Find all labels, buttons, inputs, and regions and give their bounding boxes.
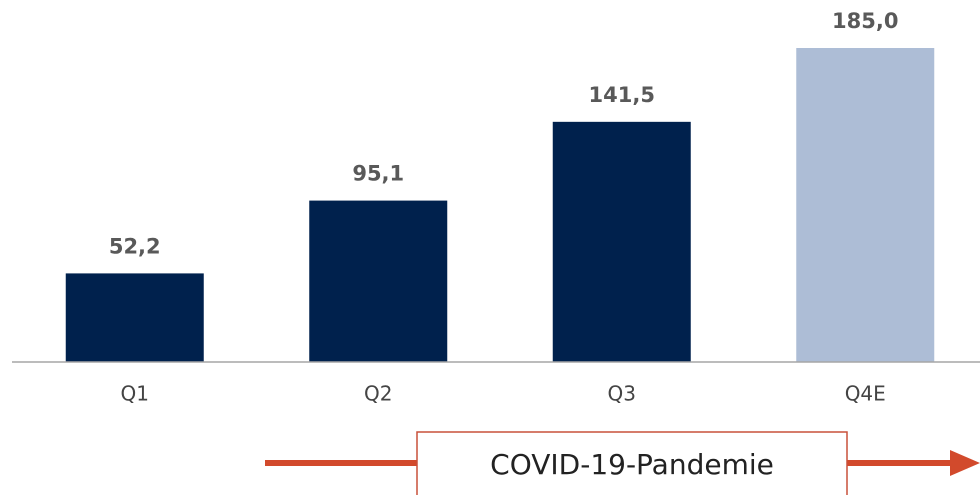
x-tick-label: Q1 (121, 382, 149, 406)
arrow-head (950, 450, 980, 476)
bar (65, 273, 204, 362)
value-label: 185,0 (832, 9, 898, 33)
value-label: 52,2 (109, 234, 161, 258)
bar (552, 121, 691, 363)
value-label: 95,1 (352, 162, 404, 186)
annotation: COVID-19-Pandemie (490, 448, 774, 481)
x-tick-label: Q4E (845, 382, 886, 406)
bar (796, 48, 935, 362)
x-tick-label: Q3 (608, 382, 636, 406)
x-tick-label: Q2 (364, 382, 392, 406)
annotation-box (416, 431, 848, 495)
value-label: 141,5 (589, 83, 655, 107)
bar (309, 200, 448, 362)
